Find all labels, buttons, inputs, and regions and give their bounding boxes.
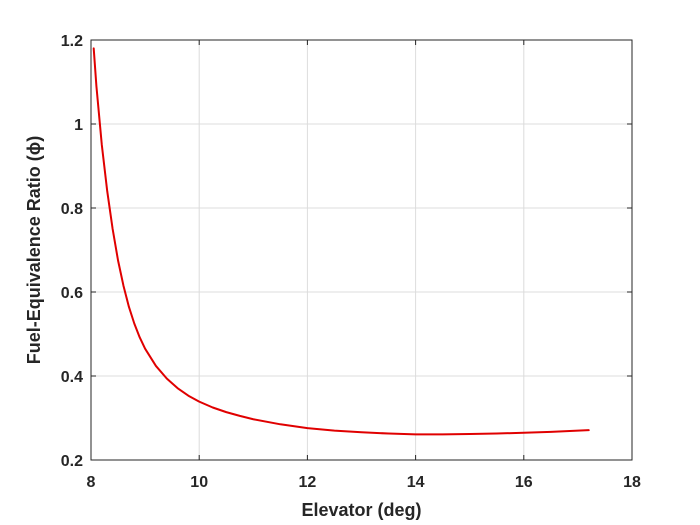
y-tick-label: 0.8 xyxy=(61,201,83,218)
x-tick-label: 10 xyxy=(190,474,208,491)
y-tick-label: 1 xyxy=(74,117,83,134)
x-tick-label: 12 xyxy=(299,474,317,491)
x-tick-label: 18 xyxy=(623,474,641,491)
grid xyxy=(91,40,632,460)
y-tick-label: 0.6 xyxy=(61,285,83,302)
y-tick-label: 1.2 xyxy=(61,33,83,50)
y-axis-title: Fuel-Equivalence Ratio (ϕ) xyxy=(24,136,44,365)
ticks: 8 10 12 14 16 18 0.2 0.4 0.6 0.8 1 1.2 xyxy=(61,33,641,491)
x-tick-label: 8 xyxy=(87,474,96,491)
plot-frame xyxy=(90,39,633,461)
x-axis-title: Elevator (deg) xyxy=(301,500,421,520)
y-tick-label: 0.4 xyxy=(61,369,83,386)
series-line xyxy=(92,47,590,436)
x-tick-label: 16 xyxy=(515,474,533,491)
plot-background xyxy=(91,40,632,460)
y-tick-label: 0.2 xyxy=(61,453,83,470)
x-tick-label: 14 xyxy=(407,474,425,491)
series-layer xyxy=(92,47,590,436)
